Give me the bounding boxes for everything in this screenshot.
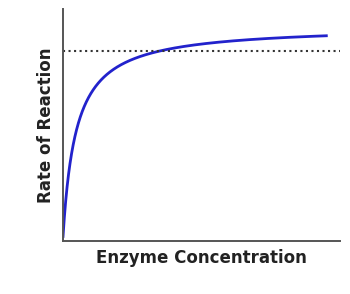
- X-axis label: Enzyme Concentration: Enzyme Concentration: [96, 249, 307, 268]
- Y-axis label: Rate of Reaction: Rate of Reaction: [37, 47, 55, 203]
